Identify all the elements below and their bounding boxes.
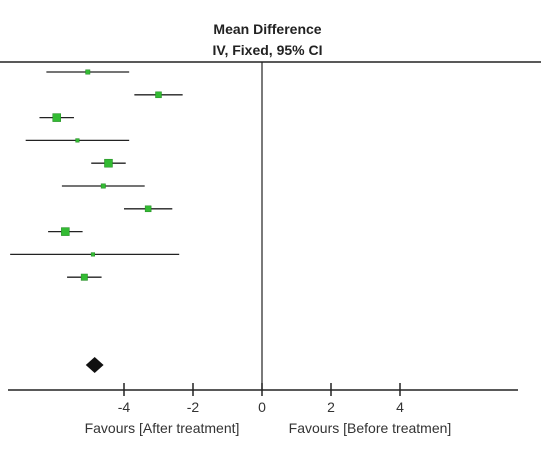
chart-subtitle: IV, Fixed, 95% CI <box>212 42 323 58</box>
study-point-estimate <box>155 91 162 99</box>
favours-left-label: Favours [After treatment] <box>85 420 240 436</box>
study-point-estimate <box>104 158 113 168</box>
x-tick-label: 0 <box>258 399 266 415</box>
study-point-estimate <box>52 113 61 122</box>
chart-title: Mean Difference <box>213 21 322 37</box>
pooled-estimate-diamond <box>85 357 104 373</box>
study-point-estimate <box>100 183 106 189</box>
study-point-estimate <box>144 205 152 213</box>
study-point-estimate <box>61 227 70 236</box>
x-tick-label: 4 <box>396 399 404 415</box>
study-point-estimate <box>85 69 91 75</box>
study-point-estimate <box>90 252 96 257</box>
study-point-estimate <box>75 138 80 143</box>
study-point-estimate <box>80 273 88 281</box>
favours-right-label: Favours [Before treatmen] <box>289 420 452 436</box>
x-tick-label: -2 <box>187 399 200 415</box>
x-tick-label: -4 <box>118 399 131 415</box>
x-tick-label: 2 <box>327 399 335 415</box>
